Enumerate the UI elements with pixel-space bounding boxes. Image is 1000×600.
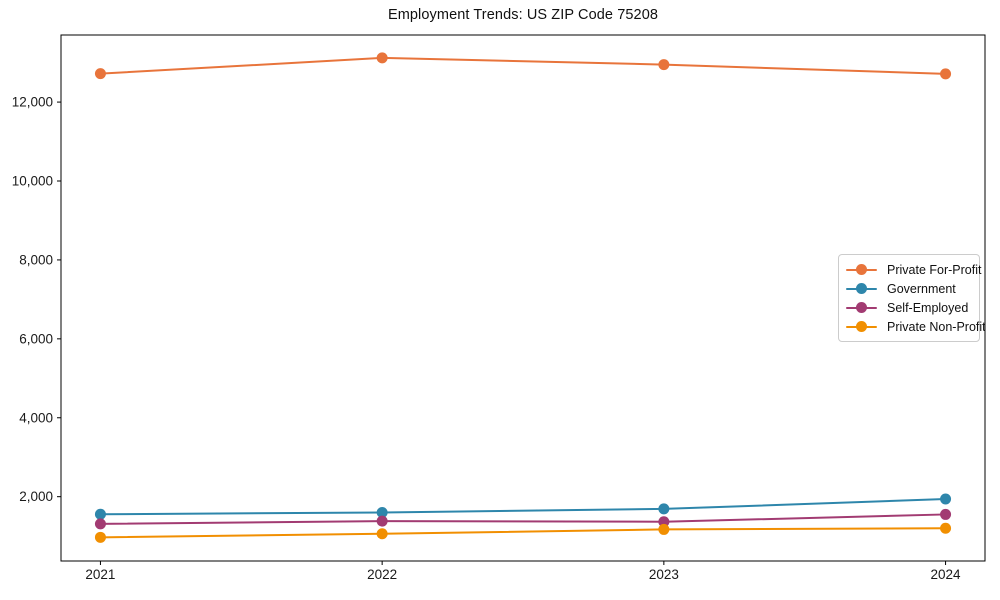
data-point: [940, 493, 952, 505]
y-tick-label: 4,000: [19, 410, 53, 425]
data-point: [376, 52, 388, 64]
legend-item-government: Government: [846, 279, 973, 298]
legend-item-private-non-profit: Private Non-Profit: [846, 317, 986, 336]
y-tick-label: 12,000: [12, 95, 53, 110]
legend-label: Government: [887, 281, 956, 296]
legend-label: Private Non-Profit: [887, 319, 986, 334]
line-dot-marker-icon: [846, 283, 877, 294]
data-point: [940, 68, 952, 80]
y-tick-label: 8,000: [19, 252, 53, 267]
legend-item-self-employed: Self-Employed: [846, 298, 973, 317]
data-point: [94, 508, 106, 520]
data-point: [658, 503, 670, 515]
data-point: [940, 508, 952, 520]
line-dot-marker-icon: [846, 264, 877, 275]
legend-item-private-for-profit: Private For-Profit: [846, 260, 981, 279]
line-dot-marker-icon: [846, 302, 877, 313]
x-tick-label: 2021: [85, 567, 115, 582]
data-point: [658, 59, 670, 71]
x-tick-label: 2022: [367, 567, 397, 582]
x-tick-label: 2024: [931, 567, 962, 582]
series-line: [100, 56, 946, 75]
data-point: [658, 523, 670, 535]
data-point: [376, 506, 388, 518]
data-point: [94, 68, 106, 80]
data-point: [94, 518, 106, 530]
series-line: [100, 498, 946, 516]
data-point: [376, 528, 388, 540]
legend-label: Self-Employed: [887, 300, 969, 315]
y-tick-label: 10,000: [12, 174, 53, 189]
legend: Private For-Profit Government Self-Emplo…: [838, 254, 986, 342]
data-point: [376, 515, 388, 527]
series-line: [100, 527, 946, 539]
line-dot-marker-icon: [846, 321, 877, 332]
data-point: [940, 522, 952, 534]
data-point: [94, 531, 106, 543]
x-tick-label: 2023: [649, 567, 679, 582]
y-tick-label: 2,000: [19, 489, 53, 504]
series-line: [100, 513, 946, 525]
y-tick-label: 6,000: [19, 331, 53, 346]
chart-title: Employment Trends: US ZIP Code 75208: [387, 7, 659, 23]
data-point: [658, 516, 670, 528]
plot-frame: [60, 34, 986, 562]
legend-label: Private For-Profit: [887, 262, 982, 277]
